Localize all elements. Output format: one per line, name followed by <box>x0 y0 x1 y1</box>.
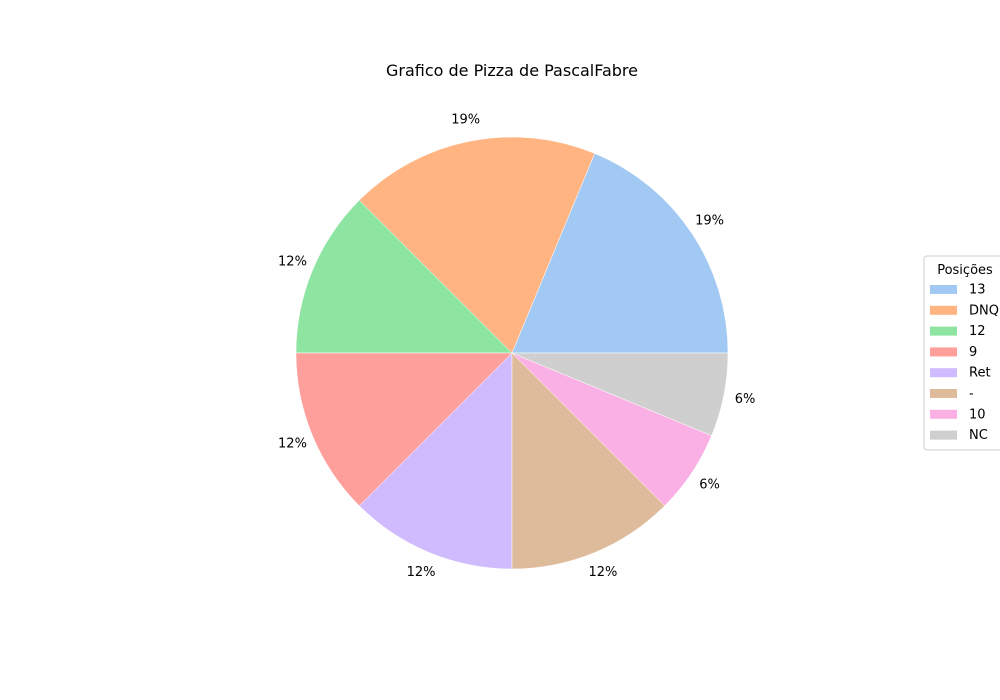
legend-label-1: DNQ <box>969 303 999 318</box>
pie-slice-1 <box>358 136 595 354</box>
percent-label-6: 6% <box>699 478 720 493</box>
legend-items: 13 DNQ 12 9 Ret - 10 NC <box>930 283 999 443</box>
percent-label-0: 19% <box>695 213 724 228</box>
pie-slice-3 <box>295 352 513 507</box>
legend-label-4: Ret <box>969 366 991 381</box>
legend: Posições 13 DNQ 12 9 Ret - 10 NC <box>923 255 1000 451</box>
legend-swatch-6 <box>930 409 957 419</box>
percent-labels: 19% 19% 12% 12% 12% 12% 6% 6% <box>278 112 755 580</box>
legend-label-7: NC <box>969 428 988 443</box>
legend-swatch-7 <box>930 430 957 440</box>
legend-swatch-3 <box>930 347 957 357</box>
legend-swatch-0 <box>930 285 957 294</box>
percent-label-1: 19% <box>451 112 480 127</box>
percent-label-5: 12% <box>588 565 617 580</box>
legend-swatch-2 <box>930 326 957 336</box>
pie-slices <box>295 136 729 570</box>
legend-swatch-1 <box>930 305 957 315</box>
chart-title: Grafico de Pizza de PascalFabre <box>386 61 638 80</box>
legend-swatch-5 <box>930 389 957 398</box>
legend-title: Posições <box>937 263 993 278</box>
percent-label-4: 12% <box>407 565 436 580</box>
legend-swatch-4 <box>930 368 957 378</box>
percent-label-2: 12% <box>278 255 307 270</box>
pie-slice-7 <box>511 352 729 436</box>
legend-label-6: 10 <box>969 407 986 422</box>
legend-label-3: 9 <box>969 345 977 360</box>
pie-slice-0 <box>511 153 729 354</box>
percent-label-7: 6% <box>735 392 756 407</box>
pie-slice-2 <box>295 199 513 354</box>
legend-frame <box>923 255 1000 451</box>
legend-label-0: 13 <box>969 283 986 298</box>
percent-label-3: 12% <box>278 436 307 451</box>
pie-slice-4 <box>358 352 513 570</box>
legend-label-5: - <box>969 387 974 402</box>
legend-label-2: 12 <box>969 324 986 339</box>
pie-slice-5 <box>511 352 666 570</box>
